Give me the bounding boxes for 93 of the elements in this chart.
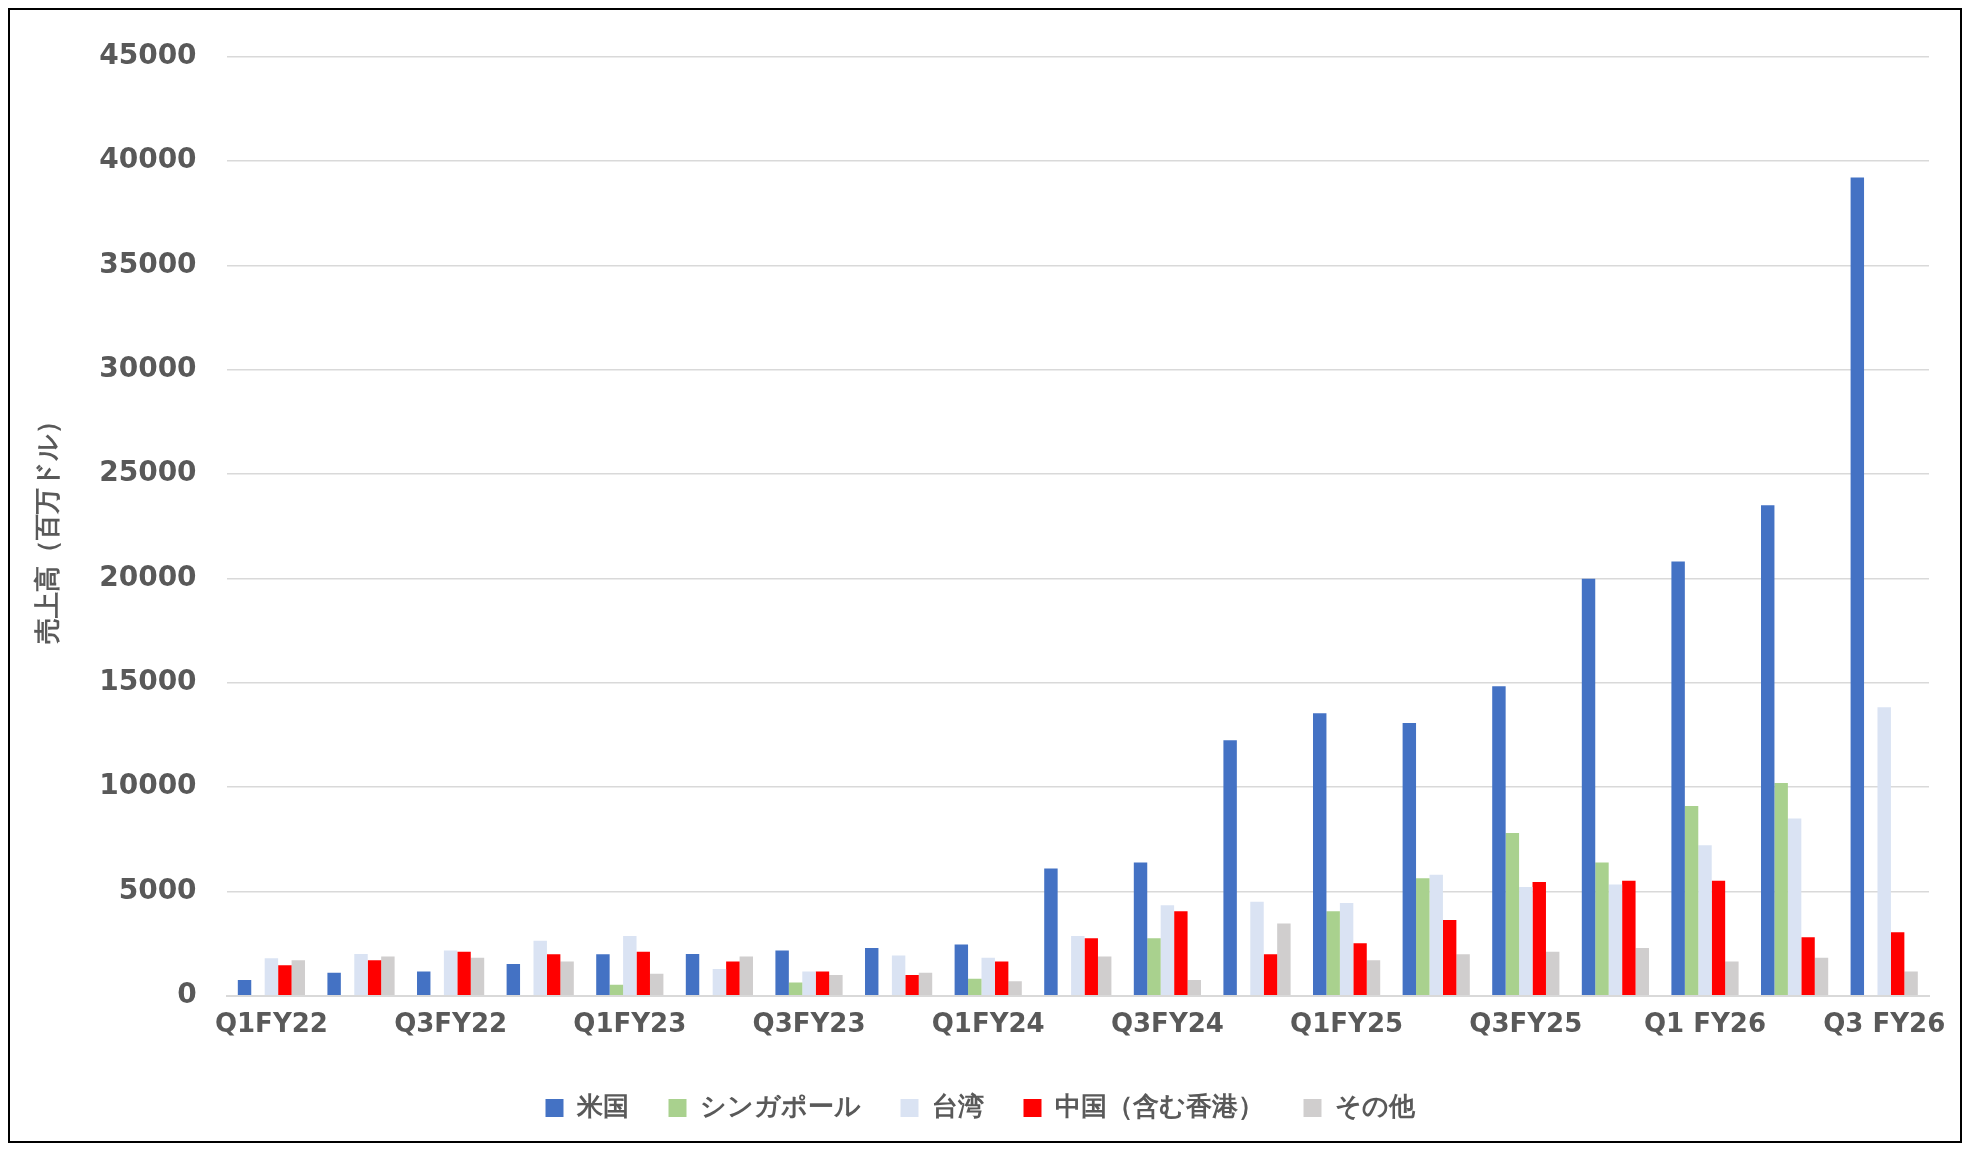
bar <box>1787 818 1802 996</box>
bar <box>596 954 610 996</box>
bar <box>1698 845 1712 996</box>
bar <box>685 954 700 996</box>
bar <box>1160 905 1175 996</box>
bar <box>1581 578 1596 996</box>
y-axis-title: 売上高（百万ドル） <box>32 408 63 645</box>
bar <box>533 940 547 996</box>
y-tick-label: 10000 <box>99 768 197 802</box>
bar <box>775 950 789 996</box>
x-tick-label: Q3FY22 <box>394 1008 508 1039</box>
legend-label: 米国 <box>575 1090 629 1121</box>
bar <box>865 948 879 996</box>
bar <box>1339 902 1354 996</box>
bar <box>354 954 368 996</box>
bar <box>954 944 969 996</box>
y-tick-label: 35000 <box>99 246 197 280</box>
legend-label: シンガポール <box>699 1090 861 1121</box>
bar <box>891 955 906 996</box>
y-tick-label: 5000 <box>118 872 197 906</box>
bar <box>1084 938 1098 996</box>
bar <box>1429 874 1443 996</box>
bar <box>609 984 624 996</box>
bar <box>623 935 637 996</box>
bar <box>278 965 292 996</box>
bar <box>1622 880 1636 996</box>
bar <box>1671 561 1685 996</box>
bar <box>788 982 803 996</box>
bar <box>1174 911 1188 996</box>
bar <box>981 957 995 996</box>
bar <box>994 961 1009 996</box>
legend-label: 台湾 <box>931 1090 984 1121</box>
x-tick-label: Q1FY25 <box>1290 1008 1404 1039</box>
y-tick-label: 45000 <box>99 38 197 72</box>
bar <box>1353 943 1367 996</box>
bar <box>1532 882 1546 996</box>
bar <box>506 964 521 996</box>
bar <box>327 972 341 996</box>
bar <box>1774 782 1788 996</box>
bar <box>1761 505 1775 996</box>
y-tick-label: 0 <box>177 977 197 1011</box>
x-tick-label: Q1FY22 <box>214 1008 328 1039</box>
bar <box>1850 177 1865 996</box>
bar <box>417 971 431 996</box>
x-tick-label: Q3 FY26 <box>1823 1008 1946 1039</box>
bar <box>1402 723 1417 996</box>
bar <box>1801 937 1815 996</box>
bar <box>905 974 919 996</box>
bar <box>726 961 740 996</box>
bar <box>1442 920 1457 996</box>
y-tick-label: 25000 <box>99 455 197 489</box>
y-tick-label: 30000 <box>99 351 197 385</box>
bar <box>1492 686 1506 996</box>
bar <box>1595 862 1609 996</box>
bar <box>1223 740 1237 996</box>
bar <box>1133 862 1148 996</box>
x-tick-label: Q3FY24 <box>1110 1008 1224 1039</box>
legend-label: 中国（含む香港） <box>1054 1090 1264 1121</box>
legend-label: その他 <box>1334 1090 1416 1121</box>
bar <box>1684 806 1699 996</box>
bar <box>815 971 830 996</box>
bar <box>1890 932 1905 996</box>
bar <box>1877 707 1891 996</box>
bar <box>636 951 650 996</box>
bar <box>1608 884 1623 996</box>
bar <box>1071 935 1085 996</box>
y-tick-label: 20000 <box>99 559 197 593</box>
bar <box>712 968 727 996</box>
x-tick-label: Q1FY24 <box>931 1008 1045 1039</box>
bar <box>1044 868 1058 996</box>
bar <box>457 951 471 996</box>
bar <box>1416 878 1430 996</box>
x-tick-label: Q1FY23 <box>573 1008 687 1039</box>
bar <box>367 960 382 996</box>
bar <box>1147 938 1161 996</box>
bar <box>1250 901 1264 996</box>
bar <box>802 971 816 996</box>
bar <box>1519 886 1533 996</box>
bar <box>1326 911 1340 996</box>
bar <box>1711 880 1726 996</box>
bar <box>1505 833 1520 996</box>
bar <box>443 950 458 996</box>
y-tick-label: 40000 <box>99 142 197 176</box>
bar <box>1313 713 1327 996</box>
x-tick-label: Q1 FY26 <box>1644 1008 1767 1039</box>
bar <box>968 978 982 996</box>
y-tick-label: 15000 <box>99 664 197 698</box>
x-tick-label: Q3FY23 <box>752 1008 866 1039</box>
bar <box>546 954 561 996</box>
bar <box>1263 954 1278 996</box>
bar <box>237 979 252 996</box>
bar <box>264 958 279 996</box>
x-tick-label: Q3FY25 <box>1469 1008 1583 1039</box>
